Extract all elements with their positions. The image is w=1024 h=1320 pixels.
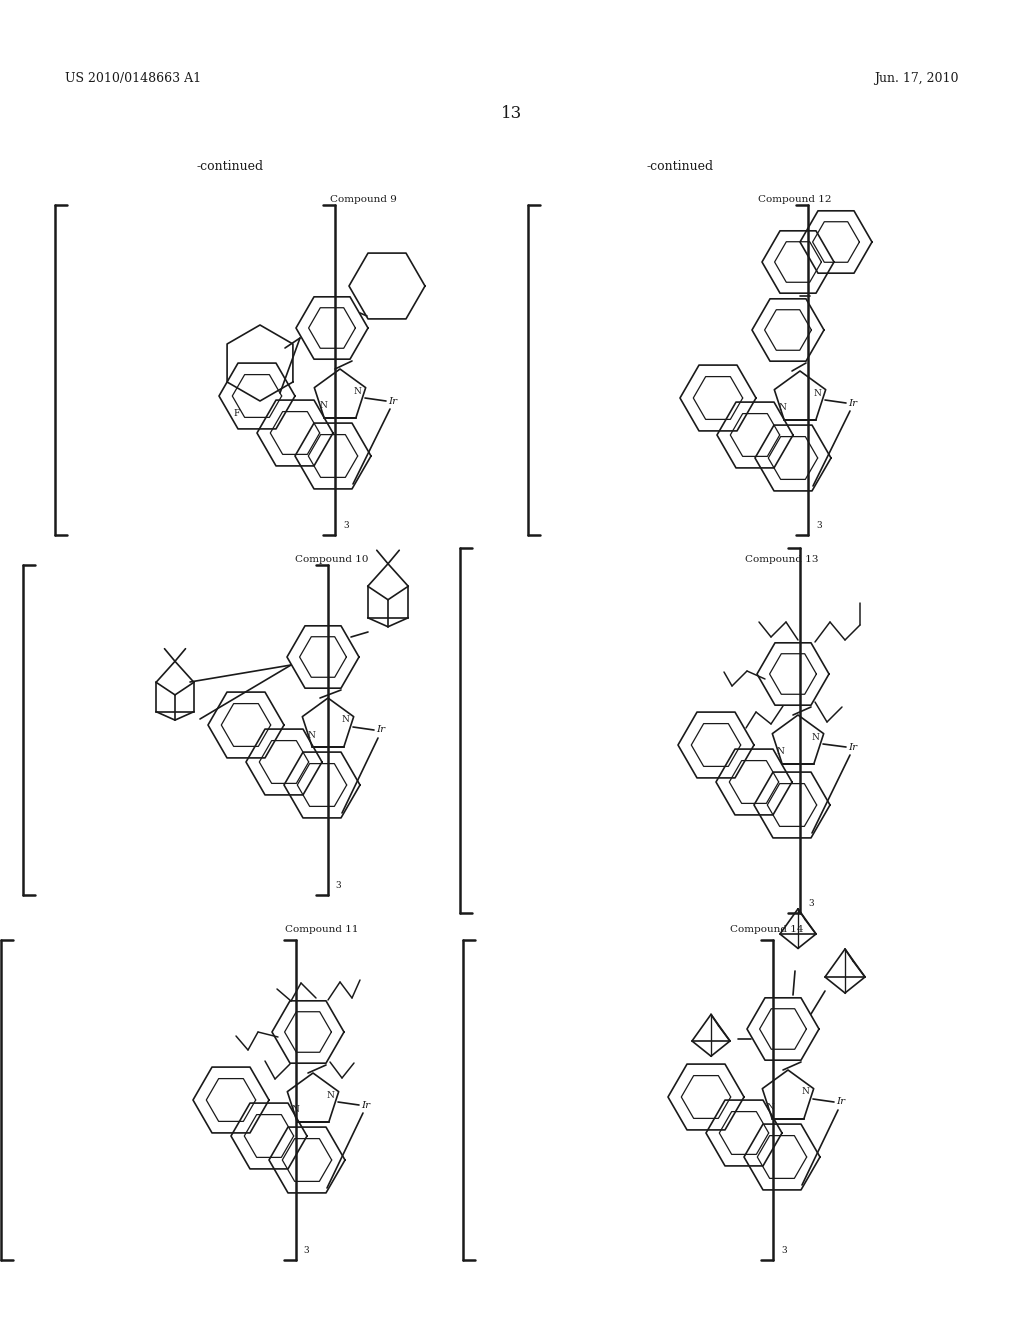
Text: 3: 3 — [816, 521, 821, 531]
Text: N: N — [766, 1102, 774, 1111]
Text: -continued: -continued — [646, 160, 714, 173]
Text: F: F — [233, 409, 241, 418]
Text: N: N — [778, 404, 786, 412]
Text: N: N — [341, 715, 349, 725]
Text: 13: 13 — [502, 106, 522, 121]
Text: -continued: -continued — [197, 160, 263, 173]
Text: N: N — [801, 1088, 809, 1097]
Text: Ir: Ir — [848, 399, 857, 408]
Text: Jun. 17, 2010: Jun. 17, 2010 — [874, 73, 959, 84]
Text: Compound 11: Compound 11 — [285, 925, 358, 935]
Text: N: N — [811, 733, 819, 742]
Text: Ir: Ir — [848, 742, 857, 751]
Text: 3: 3 — [808, 899, 814, 908]
Text: Ir: Ir — [376, 726, 385, 734]
Text: Ir: Ir — [361, 1101, 370, 1110]
Text: Compound 13: Compound 13 — [745, 554, 818, 564]
Text: Ir: Ir — [836, 1097, 845, 1106]
Text: Compound 14: Compound 14 — [730, 925, 804, 935]
Text: N: N — [326, 1090, 334, 1100]
Text: US 2010/0148663 A1: US 2010/0148663 A1 — [65, 73, 201, 84]
Text: N: N — [319, 401, 327, 411]
Text: N: N — [813, 388, 821, 397]
Text: 3: 3 — [303, 1246, 309, 1255]
Text: 3: 3 — [781, 1246, 786, 1255]
Text: N: N — [776, 747, 784, 756]
Text: 3: 3 — [343, 521, 348, 531]
Text: N: N — [307, 730, 315, 739]
Text: Compound 9: Compound 9 — [330, 195, 397, 205]
Text: Ir: Ir — [388, 396, 397, 405]
Text: Compound 10: Compound 10 — [295, 554, 369, 564]
Text: N: N — [353, 387, 360, 396]
Text: 3: 3 — [336, 880, 341, 890]
Text: N: N — [291, 1106, 299, 1114]
Text: Compound 12: Compound 12 — [758, 195, 831, 205]
